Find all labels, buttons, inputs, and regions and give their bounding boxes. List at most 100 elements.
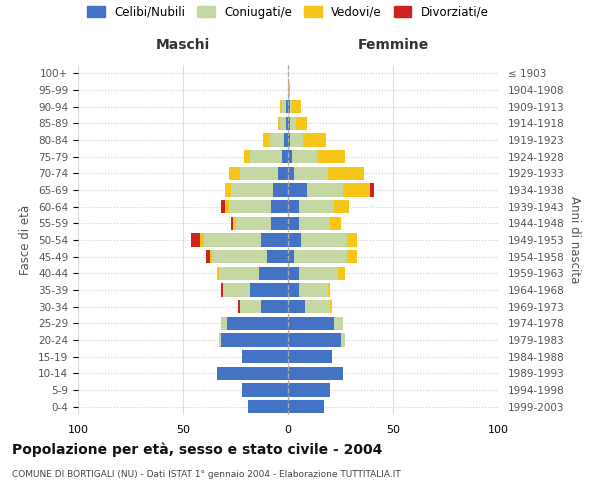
- Bar: [288, 334, 341, 346]
- Bar: [286, 100, 288, 114]
- Bar: [288, 200, 299, 213]
- Bar: [200, 234, 204, 246]
- Bar: [271, 216, 288, 230]
- Y-axis label: Anni di nascita: Anni di nascita: [568, 196, 581, 284]
- Bar: [282, 100, 286, 114]
- Bar: [305, 300, 330, 314]
- Bar: [288, 350, 332, 364]
- Bar: [233, 216, 235, 230]
- Bar: [250, 150, 282, 164]
- Bar: [229, 166, 240, 180]
- Bar: [330, 216, 341, 230]
- Bar: [223, 284, 250, 296]
- Bar: [288, 300, 305, 314]
- Bar: [217, 366, 288, 380]
- Bar: [296, 116, 307, 130]
- Bar: [288, 284, 299, 296]
- Bar: [240, 300, 260, 314]
- Bar: [242, 384, 288, 396]
- Bar: [288, 316, 334, 330]
- Bar: [250, 284, 288, 296]
- Bar: [277, 116, 280, 130]
- Bar: [242, 350, 288, 364]
- Bar: [259, 266, 288, 280]
- Bar: [240, 166, 277, 180]
- Bar: [341, 334, 344, 346]
- Bar: [288, 166, 295, 180]
- Bar: [288, 250, 295, 264]
- Bar: [334, 316, 343, 330]
- Bar: [303, 134, 326, 146]
- Bar: [295, 166, 328, 180]
- Bar: [288, 234, 301, 246]
- Bar: [218, 334, 221, 346]
- Bar: [307, 184, 343, 196]
- Bar: [334, 200, 349, 213]
- Bar: [299, 266, 338, 280]
- Bar: [219, 266, 259, 280]
- Bar: [299, 216, 330, 230]
- Text: Maschi: Maschi: [156, 38, 210, 52]
- Bar: [295, 250, 347, 264]
- Bar: [292, 100, 301, 114]
- Bar: [288, 100, 290, 114]
- Bar: [284, 134, 288, 146]
- Bar: [299, 200, 334, 213]
- Bar: [290, 100, 292, 114]
- Bar: [370, 184, 374, 196]
- Text: COMUNE DI BORTIGALI (NU) - Dati ISTAT 1° gennaio 2004 - Elaborazione TUTTITALIA.: COMUNE DI BORTIGALI (NU) - Dati ISTAT 1°…: [12, 470, 401, 479]
- Bar: [232, 184, 274, 196]
- Bar: [204, 234, 260, 246]
- Bar: [288, 84, 290, 96]
- Bar: [191, 234, 200, 246]
- Bar: [288, 134, 290, 146]
- Bar: [288, 384, 330, 396]
- Bar: [338, 266, 345, 280]
- Bar: [288, 184, 307, 196]
- Bar: [267, 250, 288, 264]
- Bar: [235, 216, 271, 230]
- Bar: [347, 250, 358, 264]
- Bar: [212, 250, 267, 264]
- Text: Femmine: Femmine: [358, 38, 428, 52]
- Bar: [347, 234, 358, 246]
- Bar: [288, 400, 324, 413]
- Bar: [232, 216, 233, 230]
- Text: Popolazione per età, sesso e stato civile - 2004: Popolazione per età, sesso e stato civil…: [12, 442, 382, 457]
- Bar: [217, 266, 218, 280]
- Bar: [286, 116, 288, 130]
- Bar: [282, 150, 288, 164]
- Bar: [280, 116, 286, 130]
- Bar: [269, 134, 284, 146]
- Bar: [274, 184, 288, 196]
- Bar: [210, 250, 212, 264]
- Bar: [248, 400, 288, 413]
- Bar: [221, 316, 227, 330]
- Bar: [238, 300, 240, 314]
- Legend: Celibi/Nubili, Coniugati/e, Vedovi/e, Divorziati/e: Celibi/Nubili, Coniugati/e, Vedovi/e, Di…: [83, 1, 493, 24]
- Bar: [280, 100, 282, 114]
- Bar: [290, 116, 296, 130]
- Bar: [292, 150, 317, 164]
- Bar: [301, 234, 347, 246]
- Bar: [260, 234, 288, 246]
- Bar: [288, 216, 299, 230]
- Y-axis label: Fasce di età: Fasce di età: [19, 205, 32, 275]
- Bar: [328, 284, 330, 296]
- Bar: [288, 116, 290, 130]
- Bar: [290, 134, 303, 146]
- Bar: [244, 150, 250, 164]
- Bar: [328, 166, 364, 180]
- Bar: [227, 316, 288, 330]
- Bar: [317, 150, 344, 164]
- Bar: [221, 284, 223, 296]
- Bar: [263, 134, 269, 146]
- Bar: [225, 200, 229, 213]
- Bar: [277, 166, 288, 180]
- Bar: [299, 284, 328, 296]
- Bar: [206, 250, 210, 264]
- Bar: [330, 300, 332, 314]
- Bar: [221, 334, 288, 346]
- Bar: [288, 366, 343, 380]
- Bar: [288, 266, 299, 280]
